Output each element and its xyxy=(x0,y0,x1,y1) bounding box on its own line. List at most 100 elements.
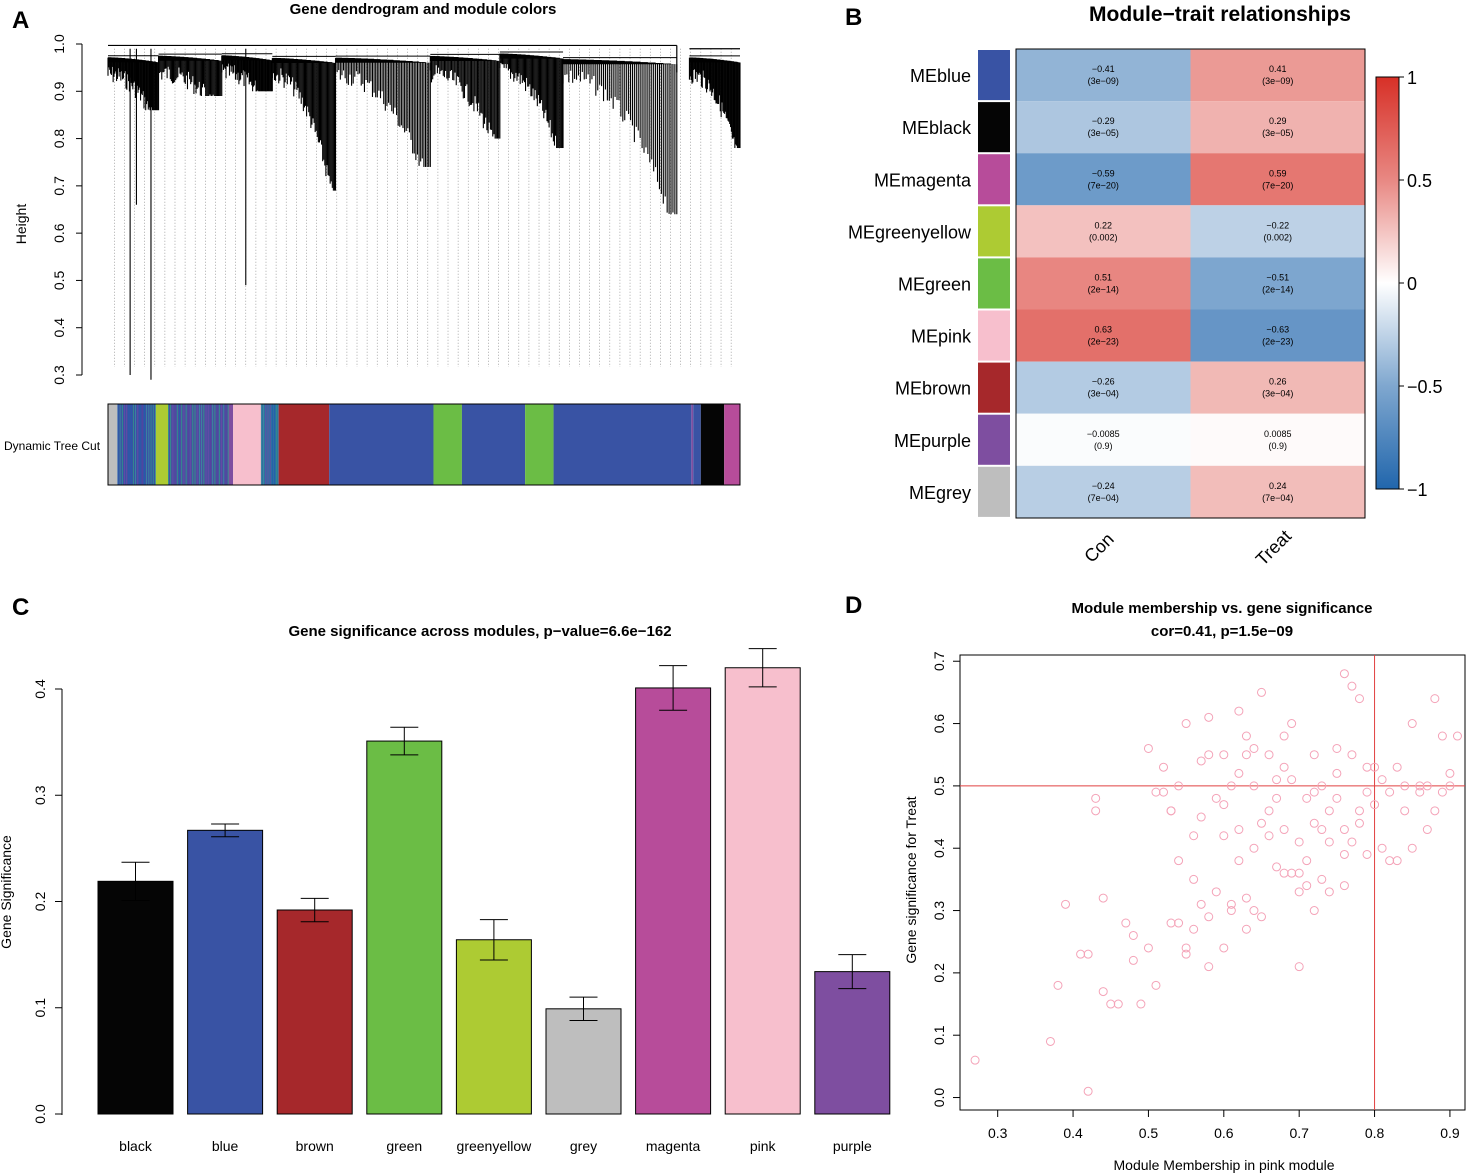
panel-d-point xyxy=(1264,750,1274,760)
panel-d-point xyxy=(1083,949,1093,959)
panel-b-row-label: MEblue xyxy=(910,66,971,86)
panel-b-cell-treat-pvalue: (0.9) xyxy=(1268,441,1287,451)
panel-b-module-swatch xyxy=(978,154,1010,205)
panel-b-module-swatch xyxy=(978,50,1010,101)
panel-b-cell-con-pvalue: (2e−14) xyxy=(1088,284,1119,294)
panel-a-letter: A xyxy=(12,7,29,34)
panel-d-point xyxy=(1272,862,1282,872)
panel-d-point xyxy=(1128,955,1138,965)
panel-a-color-stripe xyxy=(192,404,194,485)
panel-d-point xyxy=(1211,793,1221,803)
panel-c-bar-group-purple: purple xyxy=(814,954,891,1154)
panel-b-row-MEmagenta: MEmagenta −0.59 (7e−20) 0.59 (7e−20) xyxy=(874,153,1365,206)
panel-d-point xyxy=(1053,980,1063,990)
panel-d-subtitle: cor=0.41, p=1.5e−09 xyxy=(1151,623,1293,640)
panel-a-cluster xyxy=(107,55,160,111)
panel-d-point xyxy=(1219,750,1229,760)
panel-a-color-stripe xyxy=(263,404,264,485)
panel-d-point xyxy=(1234,856,1244,866)
panel-b-legend-tick-label: −0.5 xyxy=(1407,377,1443,397)
panel-b-cell-con xyxy=(1016,153,1191,206)
panel-c-bar xyxy=(545,1008,622,1115)
panel-c-y-ticks: 0.0 0.1 0.2 0.3 0.4 xyxy=(32,679,62,1124)
panel-d-point xyxy=(1106,999,1116,1009)
panel-a-color-segment-greenyellow xyxy=(155,404,169,485)
panel-b-cell-treat-value: 0.24 xyxy=(1269,481,1287,491)
panel-c-bar-group-magenta: magenta xyxy=(635,665,712,1154)
panel-a-cluster xyxy=(221,53,273,92)
panel-d-y-tick-label: 0.2 xyxy=(931,963,947,983)
panel-b-row-MEgreenyellow: MEgreenyellow 0.22 (0.002) −0.22 (0.002) xyxy=(848,205,1365,258)
panel-a-color-stripe xyxy=(272,404,273,485)
panel-d-point xyxy=(1204,712,1214,722)
panel-b-heatmap: MEblue −0.41 (3e−09) 0.41 (3e−09) MEblack −0.2… xyxy=(848,49,1365,569)
panel-b-row-MEpurple: MEpurple −0.0085 (0.9) 0.0085 (0.9) xyxy=(894,413,1365,466)
panel-d-point xyxy=(1234,768,1244,778)
panel-a-color-stripe xyxy=(183,404,185,485)
panel-c-bar-group-brown: brown xyxy=(276,897,353,1154)
panel-a-color-stripe xyxy=(130,404,132,485)
panel-d-point xyxy=(1370,800,1380,810)
panel-b-cell-con xyxy=(1016,257,1191,310)
panel-d-point xyxy=(1370,762,1380,772)
panel-d-point xyxy=(1302,793,1312,803)
panel-a-color-stripe xyxy=(128,404,130,485)
panel-c-bar xyxy=(455,939,532,1115)
panel-d-point xyxy=(1189,831,1199,841)
panel-d-point xyxy=(1196,812,1206,822)
panel-b-cell-con-pvalue: (7e−04) xyxy=(1088,493,1119,503)
panel-d-point xyxy=(1339,669,1349,679)
panel-a-title: Gene dendrogram and module colors xyxy=(290,1,557,18)
panel-b-cell-con-pvalue: (0.9) xyxy=(1094,441,1113,451)
panel-b: Module−trait relationships MEblue −0.41 (3… xyxy=(848,3,1443,569)
panel-b-row-MEblue: MEblue −0.41 (3e−09) 0.41 (3e−09) xyxy=(910,49,1365,102)
panel-b-cell-treat-pvalue: (7e−04) xyxy=(1262,493,1293,503)
panel-b-cell-con-value: −0.41 xyxy=(1092,64,1115,74)
panel-b-row-label: MEgreenyellow xyxy=(848,222,972,242)
panel-d-point xyxy=(1061,899,1071,909)
panel-d-point xyxy=(1091,806,1101,816)
panel-d-point xyxy=(1174,918,1184,928)
panel-d-point xyxy=(1452,731,1462,741)
panel-b-row-MEpink: MEpink 0.63 (2e−23) −0.63 (2e−23) xyxy=(911,309,1365,362)
panel-b-row-MEgreen: MEgreen 0.51 (2e−14) −0.51 (2e−14) xyxy=(898,257,1365,310)
panel-d-point xyxy=(1256,912,1266,922)
panel-c-category-label: blue xyxy=(212,1138,239,1154)
panel-d-point xyxy=(1128,930,1138,940)
panel-d-y-tick-label: 0.4 xyxy=(931,838,947,858)
panel-b-row-label: MEpurple xyxy=(894,431,971,451)
panel-b-cell-treat-value: 0.26 xyxy=(1269,377,1287,387)
panel-d-point xyxy=(1249,781,1259,791)
panel-b-cell-con-pvalue: (0.002) xyxy=(1089,232,1118,242)
panel-c-bar xyxy=(814,971,891,1115)
panel-b-cell-treat xyxy=(1190,153,1365,206)
panel-d-point xyxy=(1181,719,1191,729)
panel-c-category-label: grey xyxy=(570,1138,597,1154)
panel-a-color-stripe xyxy=(199,404,200,485)
panel-d-point xyxy=(1279,868,1289,878)
panel-a-color-stripe xyxy=(176,404,178,485)
panel-d-point xyxy=(1385,856,1395,866)
panel-d-y-tick-label: 0.3 xyxy=(931,901,947,921)
panel-c-bars: black blue brown green greenyellow grey magent… xyxy=(97,648,891,1154)
panel-c-category-label: pink xyxy=(750,1138,777,1154)
panel-d-point xyxy=(1211,887,1221,897)
panel-d-point xyxy=(1189,924,1199,934)
panel-d-point xyxy=(1249,843,1259,853)
panel-a-color-segment-magenta xyxy=(724,404,740,485)
panel-d-point xyxy=(1143,743,1153,753)
panel-a-color-stripe xyxy=(227,404,229,485)
panel-d-point xyxy=(1324,887,1334,897)
panel-a-color-stripe xyxy=(179,404,180,485)
panel-d-plot-frame xyxy=(959,654,1466,1111)
panel-b-row-MEbrown: MEbrown −0.26 (3e−04) 0.26 (3e−04) xyxy=(895,361,1365,414)
panel-d-x-tick-label: 0.4 xyxy=(1063,1125,1083,1141)
panel-d-point xyxy=(1332,793,1342,803)
panel-d-point xyxy=(1113,999,1123,1009)
panel-b-cell-con-pvalue: (3e−09) xyxy=(1088,76,1119,86)
panel-d-point xyxy=(1249,906,1259,916)
panel-d-point xyxy=(1256,818,1266,828)
panel-d-letter: D xyxy=(845,592,862,619)
panel-c-ylabel: Gene Significance xyxy=(0,835,14,949)
